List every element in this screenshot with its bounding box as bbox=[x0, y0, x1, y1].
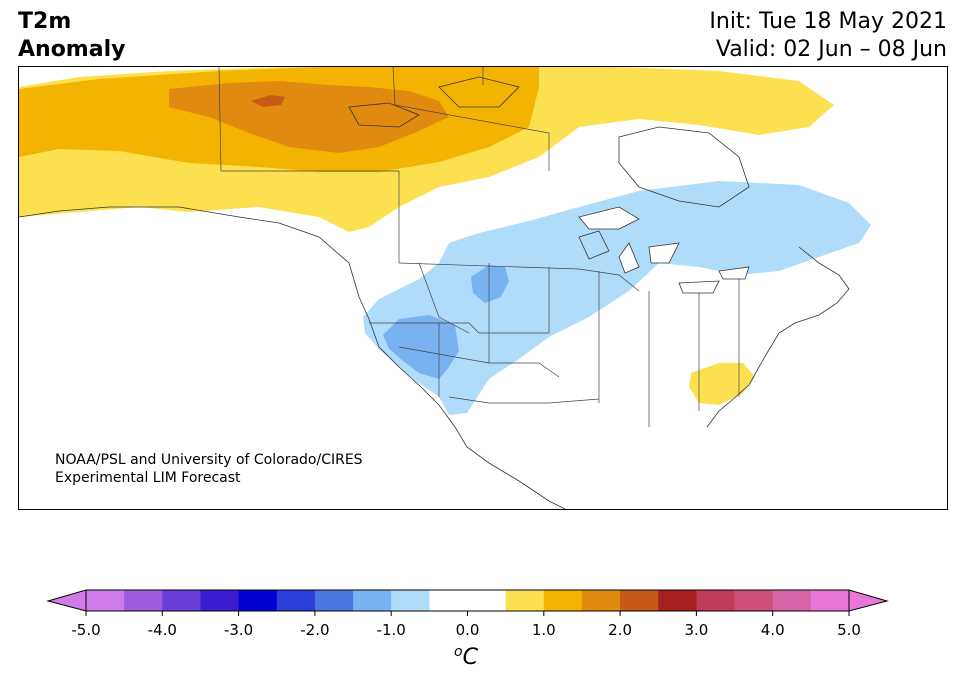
anomaly-map: NOAA/PSL and University of Colorado/CIRE… bbox=[18, 66, 948, 510]
colorbar-cell bbox=[124, 590, 163, 611]
map-title-line1: T2m bbox=[18, 9, 72, 34]
colorbar-cell bbox=[276, 590, 316, 611]
colorbar-ticks: -5.0 -4.0 -3.0 -2.0 -1.0 0.0 1.0 2.0 3.0 4.0 5.0 bbox=[71, 611, 861, 639]
colorbar-tick-label: 3.0 bbox=[684, 621, 708, 639]
coastlines bbox=[19, 76, 850, 509]
colorbar-tick-label: 4.0 bbox=[761, 621, 785, 639]
colorbar-cells bbox=[86, 590, 850, 611]
colorbar-tick-label: -4.0 bbox=[148, 621, 177, 639]
colorbar-cell bbox=[238, 590, 278, 611]
colorbar-cell bbox=[162, 590, 202, 611]
colorbar-cell bbox=[200, 590, 240, 611]
colorbar-cell bbox=[772, 590, 812, 611]
map-title-line2: Anomaly bbox=[18, 37, 126, 62]
colorbar-tick-label: -2.0 bbox=[300, 621, 329, 639]
colorbar-cell bbox=[734, 590, 774, 611]
colorbar-unit: oC bbox=[454, 644, 479, 670]
unit-superscript: o bbox=[454, 644, 463, 660]
colorbar-cell bbox=[696, 590, 736, 611]
colorbar-cell bbox=[581, 590, 621, 611]
colorbar-cell bbox=[505, 590, 545, 611]
credit-line2: Experimental LIM Forecast bbox=[55, 470, 241, 486]
colorbar-cell bbox=[543, 590, 583, 611]
colorbar-cell bbox=[620, 590, 659, 611]
colorbar-cell bbox=[353, 590, 392, 611]
political-borders bbox=[218, 67, 740, 427]
colorbar-tick-label: -5.0 bbox=[71, 621, 100, 639]
colorbar-cell bbox=[86, 590, 125, 611]
cool-anomaly-medium-north bbox=[471, 265, 509, 303]
colorbar-tick-label: 1.0 bbox=[532, 621, 556, 639]
colorbar-tick-label: 5.0 bbox=[837, 621, 861, 639]
great-lakes bbox=[578, 206, 750, 294]
credit-line1: NOAA/PSL and University of Colorado/CIRE… bbox=[55, 452, 363, 468]
colorbar-tick-label: -1.0 bbox=[377, 621, 406, 639]
cool-anomaly-light bbox=[363, 181, 871, 415]
map-canvas bbox=[19, 67, 871, 509]
colorbar-cell bbox=[391, 590, 430, 611]
colorbar-tick-label: -3.0 bbox=[224, 621, 253, 639]
colorbar-under-arrow bbox=[46, 589, 87, 612]
colorbar-cell bbox=[467, 590, 507, 611]
colorbar-over-arrow bbox=[848, 589, 889, 612]
colorbar-cell bbox=[314, 590, 354, 611]
warm-anomaly-dark-orange bbox=[169, 81, 449, 153]
init-date: Init: Tue 18 May 2021 bbox=[709, 9, 947, 34]
cool-anomaly-medium-west bbox=[383, 315, 459, 379]
valid-range: Valid: 02 Jun – 08 Jun bbox=[715, 37, 947, 62]
map-title: T2m Anomaly bbox=[18, 8, 125, 64]
forecast-dates: Init: Tue 18 May 2021 Valid: 02 Jun – 08… bbox=[709, 8, 947, 64]
colorbar-cell bbox=[810, 590, 850, 611]
warm-anomaly-red-orange bbox=[251, 95, 285, 107]
colorbar-canvas: -5.0 -4.0 -3.0 -2.0 -1.0 0.0 1.0 2.0 3.0 4.0 5.0 o… bbox=[46, 589, 889, 670]
data-credit: NOAA/PSL and University of Colorado/CIRE… bbox=[55, 451, 363, 487]
colorbar: -5.0 -4.0 -3.0 -2.0 -1.0 0.0 1.0 2.0 3.0 4.0 5.0 o… bbox=[0, 580, 959, 680]
unit-main: C bbox=[463, 645, 479, 670]
colorbar-cell bbox=[429, 590, 469, 611]
colorbar-tick-label: 2.0 bbox=[608, 621, 632, 639]
colorbar-cell bbox=[658, 590, 697, 611]
colorbar-tick-label: 0.0 bbox=[456, 621, 480, 639]
